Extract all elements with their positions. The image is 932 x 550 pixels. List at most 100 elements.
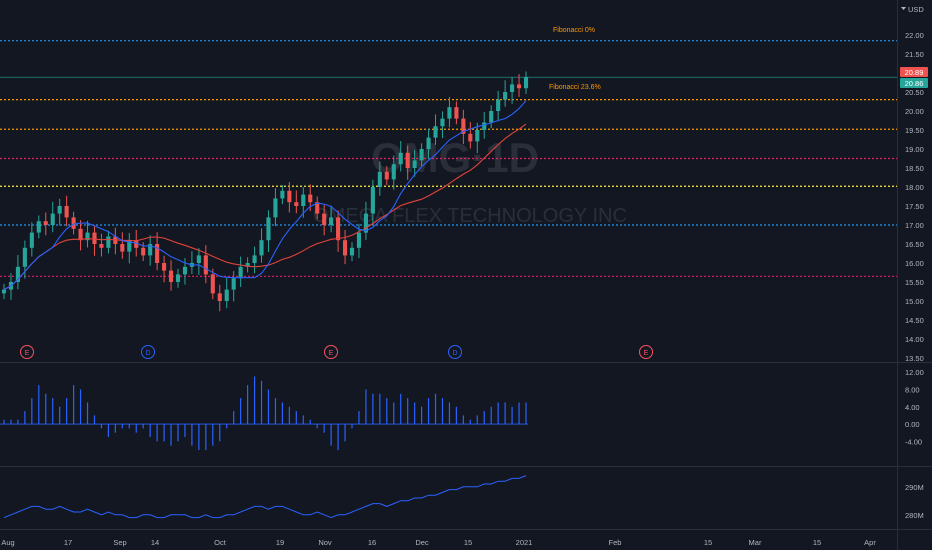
candle-body xyxy=(168,270,174,282)
candle-body xyxy=(280,190,285,199)
candle-body xyxy=(454,107,459,119)
svg-text:E: E xyxy=(644,350,649,357)
volume-tick: 0.00 xyxy=(905,420,920,429)
time-tick: Apr xyxy=(864,538,876,547)
candle-body xyxy=(336,217,341,241)
price-tick: 19.50 xyxy=(905,126,924,135)
candle-body xyxy=(496,99,501,111)
svg-text:E: E xyxy=(25,350,30,357)
price-tick: 17.00 xyxy=(905,221,924,230)
candle-body xyxy=(363,213,368,233)
price-tick: 13.50 xyxy=(905,354,924,363)
candle-body xyxy=(245,263,250,267)
time-tick: 15 xyxy=(813,538,821,547)
currency-label[interactable]: USD xyxy=(908,5,924,14)
price-tick: 14.50 xyxy=(905,316,924,325)
candle-body xyxy=(308,194,313,203)
candle-body xyxy=(22,247,27,267)
candle-body xyxy=(36,221,41,233)
time-tick: Feb xyxy=(609,538,622,547)
time-tick: Sep xyxy=(113,538,126,547)
time-axis: Aug 17 Sep 14 Oct 19 Nov 16 Dec 15 2021 Feb 15 Mar 15 A… xyxy=(1,538,876,547)
candle-body xyxy=(231,278,236,290)
time-tick: 2021 xyxy=(516,538,533,547)
candle-body xyxy=(405,152,410,168)
candlesticks xyxy=(1,71,529,312)
svg-text:E: E xyxy=(329,350,334,357)
obv-tick: 280M xyxy=(905,511,924,520)
candle-body xyxy=(196,255,201,263)
candle-body xyxy=(99,244,104,248)
price-tick: 19.00 xyxy=(905,145,924,154)
candle-body xyxy=(461,118,466,134)
time-tick: Nov xyxy=(318,538,332,547)
candle-body xyxy=(349,247,355,256)
candle-body xyxy=(71,217,76,229)
fibonacci-levels xyxy=(0,40,897,277)
price-tick: 17.50 xyxy=(905,202,924,211)
candle-body xyxy=(106,236,111,248)
earnings-marker[interactable]: E xyxy=(20,345,34,359)
candle-body xyxy=(523,77,529,89)
candle-body xyxy=(384,171,389,180)
price-tick: 14.00 xyxy=(905,335,924,344)
candle-body xyxy=(92,232,97,244)
earnings-marker[interactable]: E xyxy=(324,345,338,359)
candle-body xyxy=(440,118,445,127)
candle-body xyxy=(175,274,181,282)
time-tick: 14 xyxy=(151,538,159,547)
candle-body xyxy=(134,240,139,248)
price-tick: 16.00 xyxy=(905,259,924,268)
sma-price-badge: 20.86 xyxy=(900,78,928,88)
candle-body xyxy=(252,255,257,263)
candle-body xyxy=(217,293,222,301)
candle-body xyxy=(64,206,69,218)
candle-body xyxy=(412,160,417,168)
candle-body xyxy=(1,289,7,294)
candle-body xyxy=(398,152,403,165)
candle-body xyxy=(266,217,271,241)
currency-menu-icon[interactable] xyxy=(901,7,906,10)
candle-body xyxy=(433,126,438,138)
time-tick: 15 xyxy=(464,538,472,547)
candle-body xyxy=(391,164,396,180)
moving-averages xyxy=(3,100,527,291)
fib-236-label: Fibonacci 23.6% xyxy=(549,84,601,91)
candle-body xyxy=(162,263,167,271)
time-tick: 15 xyxy=(704,538,712,547)
volume-tick: 4.00 xyxy=(905,403,920,412)
candle-body xyxy=(120,244,125,252)
dividend-marker[interactable]: D xyxy=(448,345,462,359)
earnings-marker[interactable]: E xyxy=(639,345,653,359)
candle-body xyxy=(482,122,487,130)
time-tick: Oct xyxy=(214,538,227,547)
candle-body xyxy=(50,213,55,225)
candle-body xyxy=(419,149,424,161)
candle-body xyxy=(503,92,508,100)
candle-body xyxy=(148,244,153,256)
time-tick: 19 xyxy=(276,538,284,547)
candle-body xyxy=(273,198,278,218)
volume-tick: 8.00 xyxy=(905,385,920,394)
candle-body xyxy=(57,206,62,214)
candle-body xyxy=(370,187,375,214)
watermark-symbol: OMG·1D xyxy=(371,134,539,181)
candle-body xyxy=(182,266,188,275)
price-tick: 15.00 xyxy=(905,297,924,306)
ma-slow-line xyxy=(3,123,527,291)
price-tick: 18.50 xyxy=(905,164,924,173)
obv-line xyxy=(3,475,527,519)
candle-body xyxy=(155,244,160,263)
price-axis: 22.0021.5021.0020.5020.0019.5019.0018.50… xyxy=(905,31,924,520)
volume-histogram xyxy=(0,376,528,450)
candle-body xyxy=(43,221,48,225)
volume-tick: -4.00 xyxy=(905,437,922,446)
candle-body xyxy=(356,232,362,248)
candle-body xyxy=(287,190,292,203)
dividend-marker[interactable]: D xyxy=(141,345,155,359)
candle-body xyxy=(377,171,382,187)
candle-body xyxy=(475,130,480,142)
